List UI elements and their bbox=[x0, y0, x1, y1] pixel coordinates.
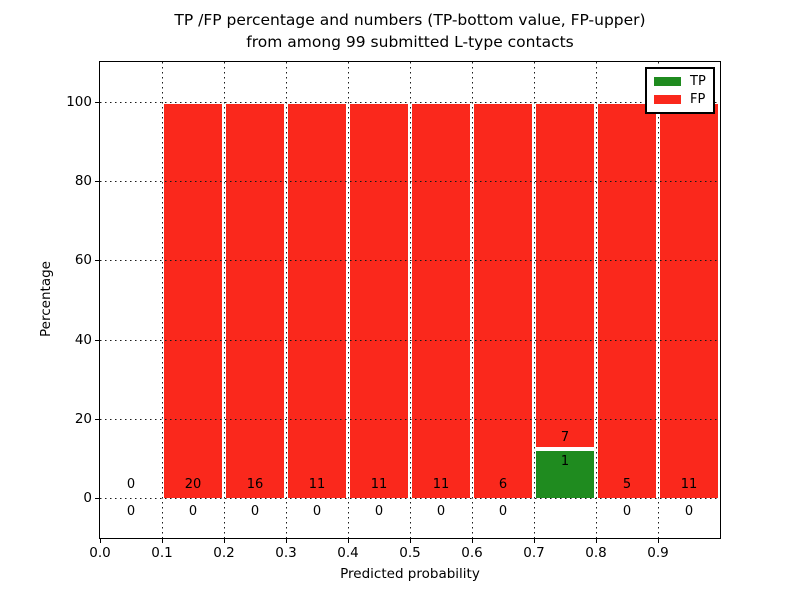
tp-count-label: 0 bbox=[126, 504, 136, 520]
fp-count-label: 7 bbox=[560, 429, 570, 445]
horizontal-gridline bbox=[100, 101, 720, 103]
vertical-gridline bbox=[224, 62, 225, 538]
fp-count-label: 20 bbox=[184, 477, 202, 493]
tp-count-label: 0 bbox=[436, 504, 446, 520]
fp-bar-segment bbox=[350, 103, 408, 499]
x-tick bbox=[100, 538, 101, 543]
legend-label-tp: TP bbox=[690, 73, 706, 89]
x-tick bbox=[534, 538, 535, 543]
vertical-gridline bbox=[472, 62, 473, 538]
tp-count-label: 0 bbox=[374, 504, 384, 520]
vertical-gridline bbox=[162, 62, 163, 538]
tp-count-label: 1 bbox=[560, 453, 570, 469]
fp-count-label: 5 bbox=[622, 477, 632, 493]
fp-bar-segment bbox=[226, 103, 284, 499]
x-tick-label: 0.5 bbox=[399, 545, 421, 561]
legend-swatch-tp-icon bbox=[654, 76, 681, 86]
y-tick-label: 100 bbox=[66, 93, 92, 110]
tp-count-label: 0 bbox=[250, 504, 260, 520]
legend-swatch-fp-icon bbox=[654, 95, 681, 105]
legend-label-fp: FP bbox=[690, 92, 706, 108]
x-tick-label: 0.9 bbox=[647, 545, 669, 561]
tp-bar-segment bbox=[536, 450, 594, 499]
fp-count-label: 11 bbox=[432, 477, 450, 493]
vertical-gridline bbox=[596, 62, 597, 538]
x-tick-label: 0.2 bbox=[213, 545, 235, 561]
y-tick-label: 80 bbox=[74, 173, 92, 189]
x-tick-label: 0.3 bbox=[275, 545, 297, 561]
fp-bar-segment bbox=[660, 103, 718, 499]
x-tick-label: 0.8 bbox=[585, 545, 607, 561]
x-tick bbox=[472, 538, 473, 543]
legend-entry-tp: TP bbox=[647, 75, 713, 88]
y-tick bbox=[95, 339, 100, 341]
fp-bar-segment bbox=[474, 103, 532, 499]
horizontal-gridline bbox=[100, 419, 720, 420]
chart-title-line-1: TP /FP percentage and numbers (TP-bottom… bbox=[174, 11, 646, 29]
y-tick-label: 0 bbox=[83, 490, 92, 507]
fp-count-label: 11 bbox=[680, 477, 698, 493]
y-tick bbox=[95, 101, 100, 103]
tp-count-label: 0 bbox=[312, 504, 322, 520]
x-axis-label: Predicted probability bbox=[340, 566, 480, 582]
horizontal-gridline bbox=[100, 498, 720, 500]
vertical-gridline bbox=[348, 62, 349, 538]
x-tick-label: 0.7 bbox=[523, 545, 545, 561]
legend-entry-fp: FP bbox=[647, 93, 713, 106]
x-tick bbox=[596, 538, 597, 543]
fp-bar-segment bbox=[412, 103, 470, 499]
vertical-gridline bbox=[658, 62, 659, 538]
x-tick bbox=[410, 538, 411, 543]
vertical-gridline bbox=[534, 62, 535, 538]
y-tick bbox=[95, 181, 100, 182]
fp-bar-segment bbox=[598, 103, 656, 499]
tp-count-label: 0 bbox=[684, 504, 694, 520]
x-tick bbox=[224, 538, 225, 543]
x-tick bbox=[162, 538, 163, 543]
fp-count-label: 11 bbox=[308, 477, 326, 493]
horizontal-gridline bbox=[100, 339, 720, 341]
x-tick-label: 0.4 bbox=[337, 545, 359, 561]
x-tick bbox=[286, 538, 287, 543]
tp-count-label: 0 bbox=[188, 504, 198, 520]
x-tick-label: 0.6 bbox=[461, 545, 483, 561]
x-tick bbox=[348, 538, 349, 543]
fp-bar-segment bbox=[536, 103, 594, 447]
x-tick bbox=[658, 538, 659, 543]
plot-area bbox=[99, 61, 721, 539]
y-tick-label: 40 bbox=[74, 331, 92, 348]
fp-count-label: 16 bbox=[246, 477, 264, 493]
y-tick bbox=[95, 419, 100, 420]
chart-title-line-2: from among 99 submitted L-type contacts bbox=[246, 33, 574, 51]
y-tick bbox=[95, 260, 100, 262]
legend: TP FP bbox=[645, 67, 715, 114]
y-axis-label: Percentage bbox=[38, 261, 54, 337]
y-tick bbox=[95, 498, 100, 500]
fp-count-label: 6 bbox=[498, 477, 508, 493]
tp-count-label: 0 bbox=[498, 504, 508, 520]
fp-bar-segment bbox=[164, 103, 222, 499]
x-tick-label: 0.1 bbox=[151, 545, 173, 561]
horizontal-gridline bbox=[100, 181, 720, 182]
vertical-gridline bbox=[410, 62, 411, 538]
y-tick-label: 20 bbox=[74, 411, 92, 427]
fp-bar-segment bbox=[288, 103, 346, 499]
y-tick-label: 60 bbox=[74, 252, 92, 269]
fp-count-label: 11 bbox=[370, 477, 388, 493]
tp-count-label: 0 bbox=[622, 504, 632, 520]
fp-count-label: 0 bbox=[126, 477, 136, 493]
chart-title: TP /FP percentage and numbers (TP-bottom… bbox=[100, 9, 720, 53]
horizontal-gridline bbox=[100, 260, 720, 262]
x-tick-label: 0.0 bbox=[89, 545, 111, 561]
vertical-gridline bbox=[286, 62, 287, 538]
